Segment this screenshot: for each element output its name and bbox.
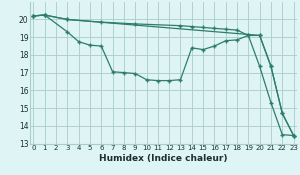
X-axis label: Humidex (Indice chaleur): Humidex (Indice chaleur)	[99, 154, 228, 163]
